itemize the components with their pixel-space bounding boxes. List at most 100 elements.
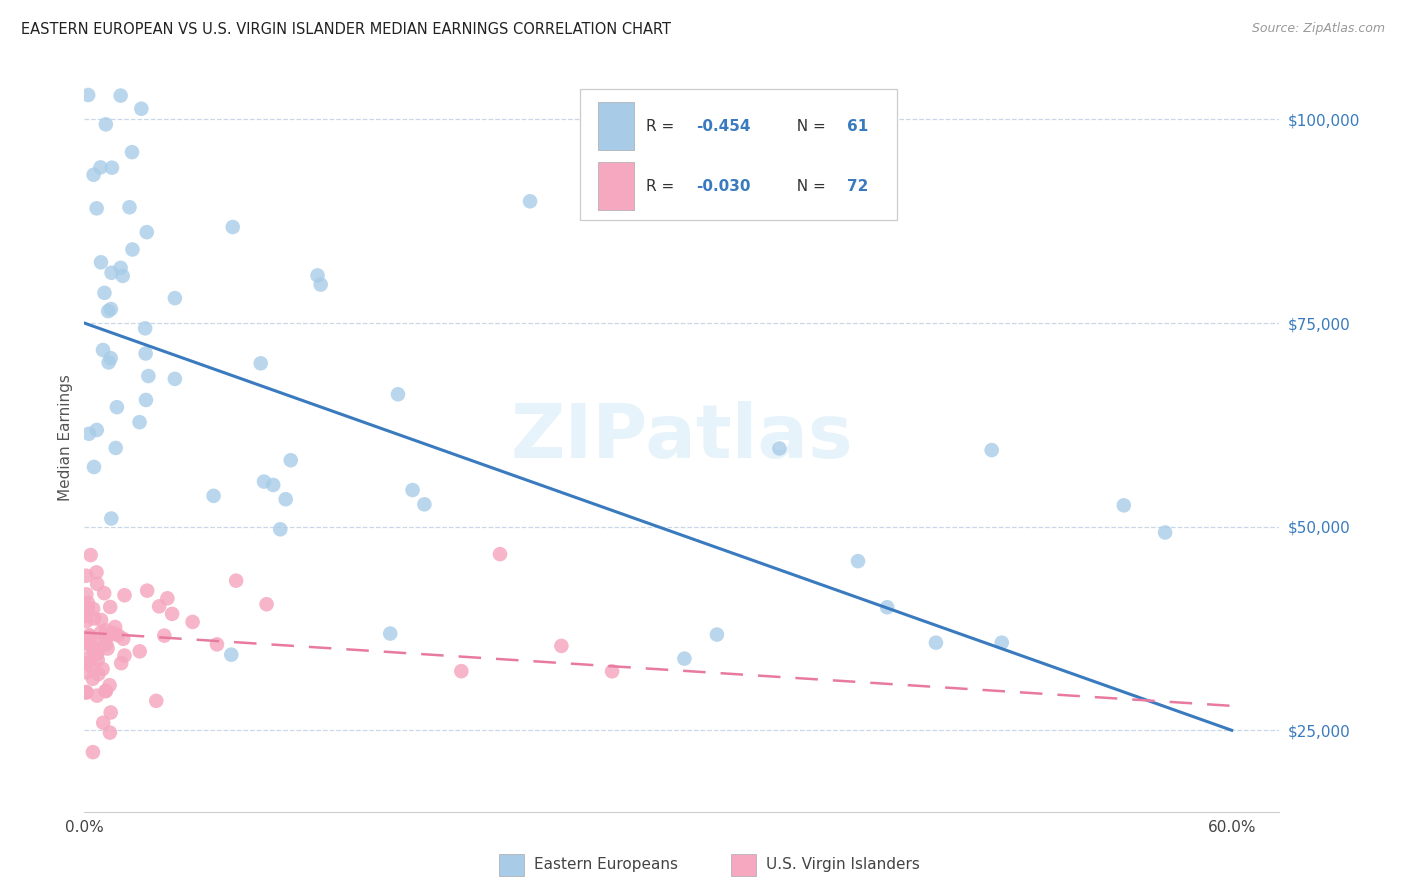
Point <box>75 608 97 623</box>
Point <box>90 255 112 269</box>
Point <box>145 694 167 708</box>
Point <box>221 648 243 662</box>
Point <box>110 260 132 275</box>
Point <box>489 547 512 561</box>
Text: -0.454: -0.454 <box>696 119 751 134</box>
Point <box>256 597 278 611</box>
Point <box>83 168 105 182</box>
Point <box>128 644 150 658</box>
Point <box>82 602 104 616</box>
Point <box>82 660 104 674</box>
Point <box>98 599 121 614</box>
Point <box>86 566 108 580</box>
Point <box>86 577 108 591</box>
Point <box>181 615 204 629</box>
Point <box>100 511 122 525</box>
Bar <box>599 102 634 151</box>
Point <box>121 145 143 160</box>
Point <box>222 220 245 235</box>
Point <box>550 639 572 653</box>
Point <box>307 268 329 283</box>
Point <box>153 629 176 643</box>
Point <box>163 291 186 305</box>
Point <box>135 392 157 407</box>
Point <box>76 657 98 671</box>
Point <box>77 426 100 441</box>
Point <box>83 645 105 659</box>
Point <box>97 641 120 656</box>
Point <box>100 266 122 280</box>
Point <box>76 634 98 648</box>
Point <box>134 321 156 335</box>
Text: N =: N = <box>787 178 831 194</box>
Point <box>112 632 135 646</box>
Point <box>121 243 143 257</box>
Point <box>450 664 472 678</box>
Point <box>86 643 108 657</box>
Point <box>83 611 105 625</box>
Point <box>90 613 112 627</box>
Point <box>148 599 170 614</box>
Point <box>107 628 129 642</box>
Point <box>269 522 291 536</box>
Point <box>79 548 101 562</box>
Point <box>75 685 97 699</box>
Point <box>87 653 110 667</box>
Point <box>97 304 120 318</box>
Point <box>82 672 104 686</box>
Point <box>86 689 108 703</box>
Point <box>274 492 297 507</box>
Point <box>706 627 728 641</box>
Point <box>131 102 153 116</box>
Point <box>262 478 284 492</box>
Point <box>401 483 423 497</box>
Point <box>309 277 332 292</box>
Point <box>83 460 105 475</box>
Point <box>876 600 898 615</box>
Point <box>76 596 98 610</box>
Point <box>75 652 97 666</box>
Point <box>91 343 114 357</box>
Point <box>79 630 101 644</box>
Point <box>82 637 104 651</box>
Text: R =: R = <box>647 119 679 134</box>
Point <box>114 648 136 663</box>
Point <box>413 497 436 511</box>
Point <box>156 591 179 606</box>
Point <box>925 636 948 650</box>
Point <box>100 706 122 720</box>
Point <box>91 715 114 730</box>
Point <box>136 583 159 598</box>
Point <box>90 625 112 640</box>
Text: 72: 72 <box>846 178 869 194</box>
FancyBboxPatch shape <box>581 88 897 219</box>
Point <box>160 607 183 621</box>
Bar <box>599 161 634 211</box>
Point <box>1154 525 1177 540</box>
Point <box>100 301 122 316</box>
Point <box>83 641 105 656</box>
Point <box>82 745 104 759</box>
Point <box>225 574 247 588</box>
Point <box>114 588 136 602</box>
Point <box>253 475 276 489</box>
Point <box>94 684 117 698</box>
Point <box>387 387 409 401</box>
Point <box>76 601 98 615</box>
Point <box>135 346 157 360</box>
Point <box>98 725 121 739</box>
Point <box>79 628 101 642</box>
Point <box>96 637 118 651</box>
Text: -0.030: -0.030 <box>696 178 751 194</box>
Point <box>101 161 124 175</box>
Point <box>86 647 108 661</box>
Point <box>103 627 125 641</box>
Point <box>86 202 108 216</box>
Point <box>98 678 121 692</box>
Point <box>990 635 1012 649</box>
Point <box>75 665 97 680</box>
Point <box>673 651 696 665</box>
Point <box>79 632 101 646</box>
Point <box>76 635 98 649</box>
Text: U.S. Virgin Islanders: U.S. Virgin Islanders <box>766 857 920 871</box>
